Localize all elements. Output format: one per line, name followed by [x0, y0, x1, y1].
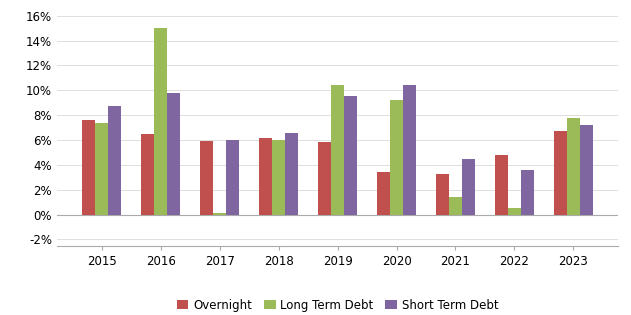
Bar: [82, 120, 95, 215]
Bar: [462, 159, 475, 215]
Bar: [377, 172, 390, 215]
Bar: [167, 93, 180, 215]
Bar: [259, 138, 272, 215]
Bar: [449, 197, 462, 215]
Bar: [272, 140, 285, 215]
Bar: [226, 140, 239, 215]
Bar: [213, 213, 226, 215]
Bar: [567, 117, 580, 215]
Legend: Overnight, Long Term Debt, Short Term Debt: Overnight, Long Term Debt, Short Term De…: [172, 294, 504, 315]
Bar: [508, 209, 521, 215]
Bar: [521, 170, 534, 215]
Bar: [141, 134, 154, 215]
Bar: [495, 155, 508, 215]
Bar: [200, 141, 213, 215]
Bar: [95, 123, 109, 215]
Bar: [554, 131, 567, 215]
Bar: [403, 85, 416, 215]
Bar: [344, 96, 357, 215]
Bar: [580, 125, 593, 215]
Bar: [318, 142, 331, 215]
Bar: [154, 28, 167, 215]
Bar: [331, 85, 344, 215]
Bar: [390, 100, 403, 215]
Bar: [109, 106, 121, 215]
Bar: [436, 174, 449, 215]
Bar: [285, 133, 298, 215]
